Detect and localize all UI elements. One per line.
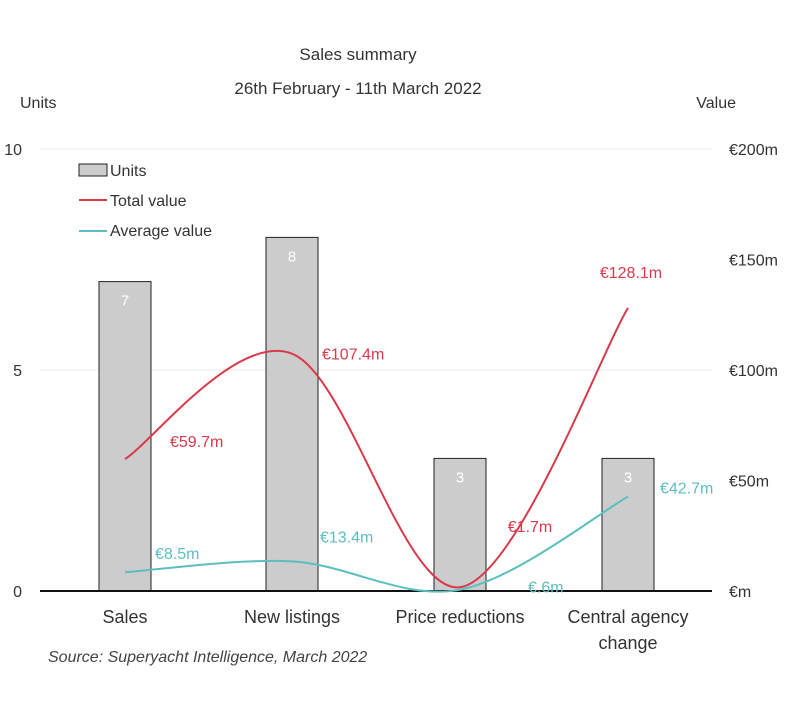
left-tick-label: 0 [13,584,22,601]
category-label-line: Sales [102,607,147,627]
left-axis-title: Units [20,95,56,112]
right-tick-label: €m [729,584,751,601]
category-label-price-reductions: Price reductions [395,607,524,627]
legend-swatch-units [78,163,108,177]
category-label-sales: Sales [102,607,147,627]
source-note: Source: Superyacht Intelligence, March 2… [48,649,367,666]
bar-label-central-agency-change: 3 [624,469,632,486]
data-label-total-value-central-agency-change: €128.1m [600,265,662,282]
bar-price-reductions [433,457,487,592]
chart-legend: Units Total value Average value [78,163,212,240]
legend-label-average-value: Average value [110,223,212,240]
data-label-total-value-price-reductions: €1.7m [508,519,552,536]
bar-new-listings [265,236,319,592]
category-label-line: New listings [244,607,340,627]
category-label-line: change [598,633,657,653]
right-tick-label: €50m [729,474,769,491]
chart-subtitle: 26th February - 11th March 2022 [234,79,481,98]
category-label-central-agency-change: Central agency change [567,607,688,653]
chart-title: Sales summary [299,45,417,64]
data-label-average-value-central-agency-change: €42.7m [660,481,713,498]
line-total-value [124,307,629,589]
legend-label-total-value: Total value [110,193,187,210]
category-label-line: Price reductions [395,607,524,627]
legend-label-units: Units [110,163,146,180]
category-label-new-listings: New listings [244,607,340,627]
data-label-total-value-new-listings: €107.4m [322,347,384,364]
bar-sales [98,281,152,592]
data-label-total-value-sales: €59.7m [170,434,223,451]
bar-label-price-reductions: 3 [456,469,464,486]
right-axis-title: Value [696,95,736,112]
right-tick-label: €200m [729,142,778,159]
bar-central-agency-change [601,457,655,592]
right-tick-label: €100m [729,363,778,380]
line-average-value [124,495,629,593]
data-label-average-value-new-listings: €13.4m [320,529,373,546]
data-label-average-value-sales: €8.5m [155,546,199,563]
category-label-line: Central agency [567,607,688,627]
bar-label-sales: 7 [121,293,129,310]
left-tick-label: 5 [13,363,22,380]
bar-label-new-listings: 8 [288,248,296,265]
left-tick-label: 10 [4,142,22,159]
data-label-average-value-price-reductions: €.6m [528,580,564,597]
right-tick-label: €150m [729,253,778,270]
